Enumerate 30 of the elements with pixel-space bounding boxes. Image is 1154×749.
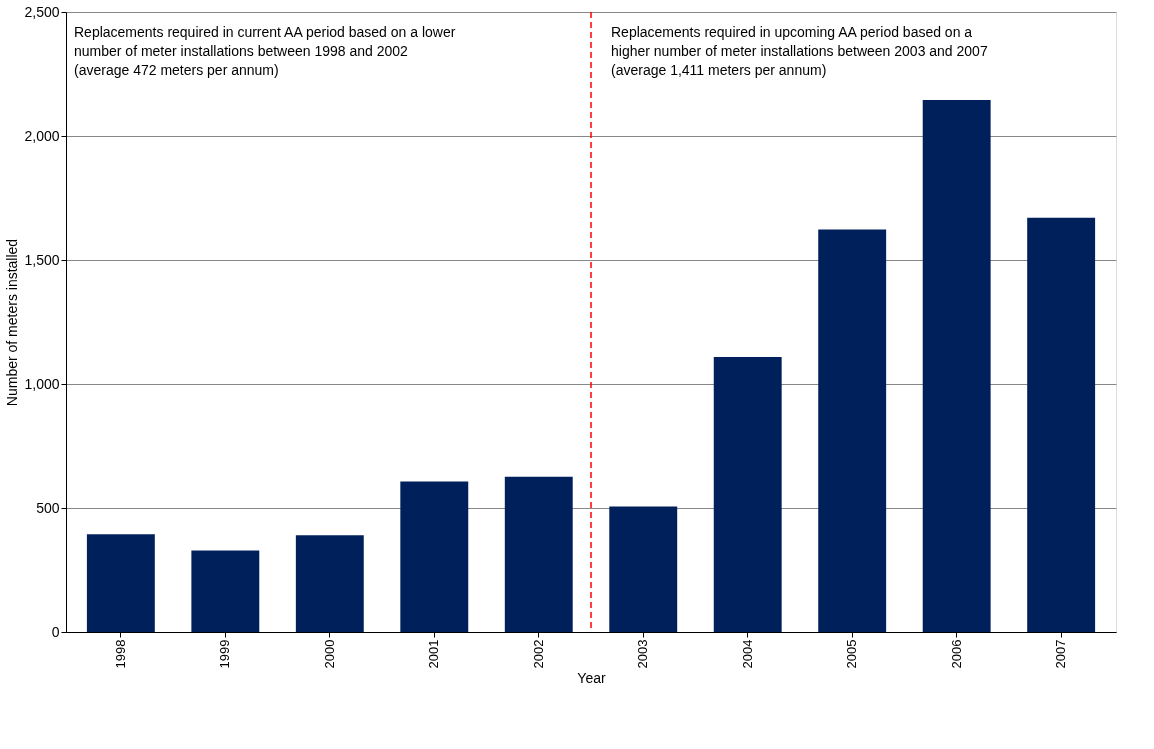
annotation: Replacements required in upcoming AA period based on a higher number of meter installations between 2003 and 2007 (average 1,411 meters per annum) [611,24,988,78]
bar [818,229,887,632]
bar [86,534,155,632]
x-tick-label: 2004 [739,639,755,669]
y-tick-label: 500 [36,499,60,516]
bar [295,535,364,632]
x-tick-label: 2001 [426,639,442,669]
y-tick-label: 1,500 [24,251,60,268]
x-tick-label: 1999 [217,639,233,669]
y-tick-label: 2,000 [24,127,60,144]
bar [400,481,469,632]
y-tick-label: 2,500 [24,3,60,20]
x-tick-label: 2007 [1053,639,1069,669]
x-tick-label: 1998 [112,639,128,669]
bar [191,550,260,632]
bar [922,100,991,632]
y-tick-label: 1,000 [24,375,60,392]
x-tick-label: 2005 [844,639,860,669]
bar [713,356,782,632]
y-axis-title: Number of meters installed [4,238,21,407]
x-tick-label: 2000 [321,639,337,669]
y-tick-label: 0 [51,623,60,640]
x-tick-label: 2006 [948,639,964,669]
x-axis-title: Year [577,670,606,687]
annotation: Replacements required in current AA period based on a lower number of meter installations between 1998 and 2002 (average 472 meters per annum) [74,24,456,78]
x-tick-label: 2003 [635,639,651,669]
x-tick-label: 2002 [530,639,546,669]
bar [609,506,678,632]
bar [1027,217,1096,632]
bar [504,476,573,632]
